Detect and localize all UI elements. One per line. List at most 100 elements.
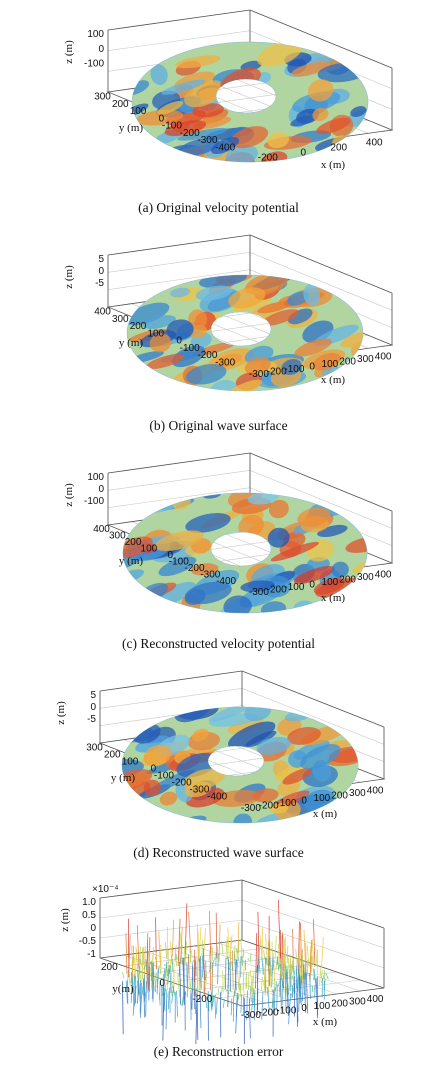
error-spike: [209, 911, 211, 954]
surface-patch: [291, 62, 330, 77]
error-spike: [173, 988, 176, 996]
caption-d: (d) Reconstructed wave surface: [133, 845, 304, 860]
surface-patch: [227, 717, 264, 734]
error-spike: [137, 970, 140, 994]
x-tick-label: -200: [258, 153, 278, 164]
error-spike: [208, 950, 211, 963]
error-spike: [182, 993, 185, 1006]
error-spike: [178, 932, 182, 961]
surface-patch: [267, 527, 290, 548]
error-spike: [177, 974, 180, 998]
y-tick-label: 200: [112, 99, 129, 110]
y-tick-label: 300: [112, 314, 129, 325]
error-spike: [234, 959, 238, 997]
z-tick-label: -0.5: [79, 936, 97, 947]
error-spike: [174, 944, 177, 962]
error-spike: [265, 956, 268, 966]
x-tick-label: -200: [259, 800, 279, 811]
surface-patch: [149, 333, 172, 353]
surface-patch: [191, 563, 219, 576]
surface-patch: [228, 721, 276, 749]
y-tick-label: 400: [94, 307, 111, 318]
x-tick-label: -200: [259, 1008, 279, 1019]
error-spike: [315, 977, 319, 1019]
surface-patch: [287, 727, 321, 745]
x-tick-label: 100: [314, 1001, 331, 1012]
z-axis-label: z (m): [63, 265, 75, 289]
x-tick-label: -300: [241, 1010, 261, 1021]
error-spike: [248, 998, 251, 1039]
error-spike: [158, 931, 161, 967]
error-spike: [189, 979, 192, 990]
error-spike: [302, 964, 305, 1002]
error-spike: [125, 980, 128, 1004]
error-spike: [135, 946, 139, 969]
error-spike: [249, 984, 252, 991]
x-tick-label: 200: [330, 143, 347, 154]
error-spike: [222, 970, 224, 993]
plot-reconstruction-error: 1.00.50-0.5-1z (m)×10⁻⁴2000-200y(m)-300-…: [59, 879, 385, 1044]
error-spike: [168, 965, 171, 975]
error-spike: [131, 972, 134, 989]
x-tick-label: -200: [267, 366, 287, 377]
surface-patch: [211, 137, 240, 155]
error-mesh: [122, 899, 329, 1044]
error-spike: [185, 941, 187, 960]
error-spike: [277, 899, 281, 958]
error-spike: [291, 982, 294, 998]
surface-patch: [175, 55, 221, 69]
error-spike: [136, 925, 140, 969]
error-spike: [235, 992, 238, 1034]
surface-patch: [261, 601, 287, 614]
error-spike: [291, 964, 293, 969]
error-spike: [200, 956, 202, 989]
error-spike: [233, 989, 235, 1000]
error-spike: [309, 973, 311, 999]
error-spike: [211, 962, 214, 993]
error-spike: [288, 993, 291, 1025]
z-tick-label: -100: [84, 496, 104, 507]
error-spike: [131, 946, 135, 981]
error-spike: [125, 933, 128, 974]
surface-patch: [281, 359, 302, 375]
error-spike: [170, 941, 173, 965]
error-spike: [197, 930, 199, 963]
error-spike: [273, 987, 276, 1015]
z-tick-label: -5: [87, 714, 96, 725]
error-spike: [251, 988, 255, 1011]
surface-patch: [225, 144, 259, 163]
error-spike: [175, 957, 178, 960]
error-spike: [164, 942, 168, 959]
surface-patch: [131, 80, 150, 96]
surface-patch: [238, 514, 264, 537]
error-spike: [245, 972, 247, 989]
error-spike: [159, 992, 161, 1006]
surface-patch: [316, 117, 351, 135]
surface-patch: [228, 287, 266, 309]
error-spike: [150, 972, 153, 982]
x-tick-label: 300: [349, 788, 366, 799]
x-axis-label: x (m): [321, 374, 345, 386]
y-tick-label: -100: [180, 343, 200, 354]
error-spike: [189, 948, 192, 963]
surface-patch: [177, 138, 220, 157]
error-spike: [304, 972, 306, 1013]
y-tick-label: 300: [86, 743, 103, 754]
y-tick-label: -400: [216, 576, 236, 587]
error-spike: [222, 999, 225, 1009]
surface-patch: [312, 352, 341, 371]
surface-patch: [182, 768, 226, 790]
surface-patch: [184, 581, 232, 605]
y-tick-label: -300: [197, 135, 217, 146]
z-tick-label: 100: [87, 29, 104, 40]
error-spike: [242, 948, 245, 955]
error-spike: [286, 971, 289, 995]
error-spike: [314, 978, 317, 998]
surface-patch: [216, 379, 263, 391]
error-spike: [276, 984, 278, 1010]
error-spike: [122, 981, 124, 1035]
